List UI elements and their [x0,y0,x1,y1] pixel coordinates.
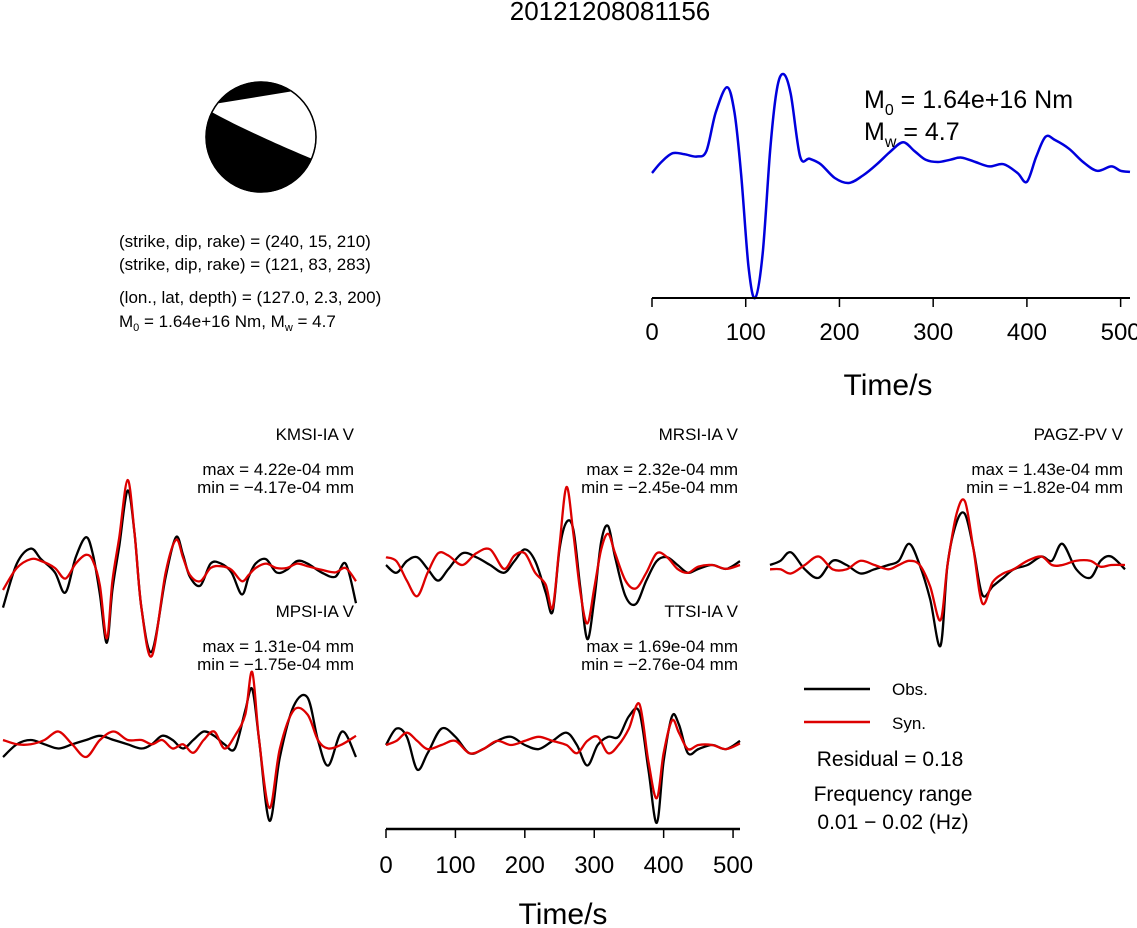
mechanism-info: (strike, dip, rake) = (240, 15, 210) (st… [119,232,381,334]
station-name: KMSI-IA V [276,425,355,444]
stf-tick-label: 400 [1007,319,1047,346]
wave-tick-label: 400 [644,852,684,879]
moment-magnitude-line: M0 = 1.64e+16 Nm, Mw = 4.7 [119,312,336,334]
station-name: TTSI-IA V [664,602,738,621]
stf-x-ticks: 0 100 200 300 400 500 [645,298,1137,346]
nodal-plane-2: (strike, dip, rake) = (121, 83, 283) [119,255,371,274]
station-name: PAGZ-PV V [1034,425,1124,444]
beachball [205,81,317,193]
nodal-plane-1: (strike, dip, rake) = (240, 15, 210) [119,232,371,251]
station-name: MPSI-IA V [276,602,355,621]
location-depth: (lon., lat, depth) = (127.0, 2.3, 200) [119,288,381,307]
station-min-amplitude: min = −4.17e-04 mm [197,478,354,497]
legend-syn-label: Syn. [892,714,926,733]
wave-tick-label: 200 [505,852,545,879]
wave-tick-label: 0 [379,852,392,879]
figure-title: 20121208081156 [510,0,711,26]
observed-waveform [2,686,358,822]
beachball-compression-top [212,82,300,104]
synthetic-waveform [385,485,741,625]
frequency-range-value: 0.01 − 0.02 (Hz) [817,811,968,834]
station-min-amplitude: min = −2.76e-04 mm [581,655,738,674]
synthetic-waveform [2,670,357,810]
wave-x-axis-label: Time/s [519,898,608,928]
stf-tick-label: 300 [913,319,953,346]
stf-tick-label: 0 [645,319,658,346]
legend: Obs. Syn. Residual = 0.18 Frequency rang… [804,680,972,834]
station-min-amplitude: min = −1.75e-04 mm [197,655,354,674]
stf-tick-label: 500 [1101,319,1137,346]
frequency-range-label: Frequency range [814,783,973,806]
observed-waveform [384,707,741,825]
station-max-amplitude: max = 1.31e-04 mm [202,637,354,656]
station-min-amplitude: min = −2.45e-04 mm [581,478,738,497]
station-name: MRSI-IA V [659,425,739,444]
wave-tick-label: 500 [713,852,753,879]
synthetic-waveform [769,498,1126,622]
observed-waveform [385,519,741,641]
beachball-compression-bottom [206,110,315,192]
wave-tick-label: 100 [435,852,475,879]
observed-waveform [1,489,358,654]
wave-tick-label: 300 [574,852,614,879]
stf-m0-label: M0 = 1.64e+16 Nm [864,86,1073,119]
stf-tick-label: 200 [819,319,859,346]
wave-x-ticks: 0 100 200 300 400 500 [379,829,753,879]
stf-x-axis-label: Time/s [844,369,933,402]
synthetic-waveform [2,478,357,658]
stf-tick-label: 100 [726,319,766,346]
station-max-amplitude: max = 2.32e-04 mm [586,460,738,479]
residual-label: Residual = 0.18 [817,748,964,771]
stf-series-line [651,72,1131,300]
stf-moment-label: M0 = 1.64e+16 Nm Mw = 4.7 [864,86,1073,151]
station-max-amplitude: max = 1.69e-04 mm [586,637,738,656]
synthetic-waveform [385,702,741,800]
observed-waveform [769,511,1126,648]
station-min-amplitude: min = −1.82e-04 mm [966,478,1123,497]
station-max-amplitude: max = 4.22e-04 mm [202,460,354,479]
station-max-amplitude: max = 1.43e-04 mm [971,460,1123,479]
wave-time-axis: 0 100 200 300 400 500 Time/s [379,827,753,928]
stf-curve-group [651,72,1131,300]
stf-plot: 0 100 200 300 400 500 Time/s M0 = 1.64e+16 Nm… [645,72,1137,402]
legend-obs-label: Obs. [892,680,928,699]
stf-mw-label: Mw = 4.7 [864,118,960,151]
